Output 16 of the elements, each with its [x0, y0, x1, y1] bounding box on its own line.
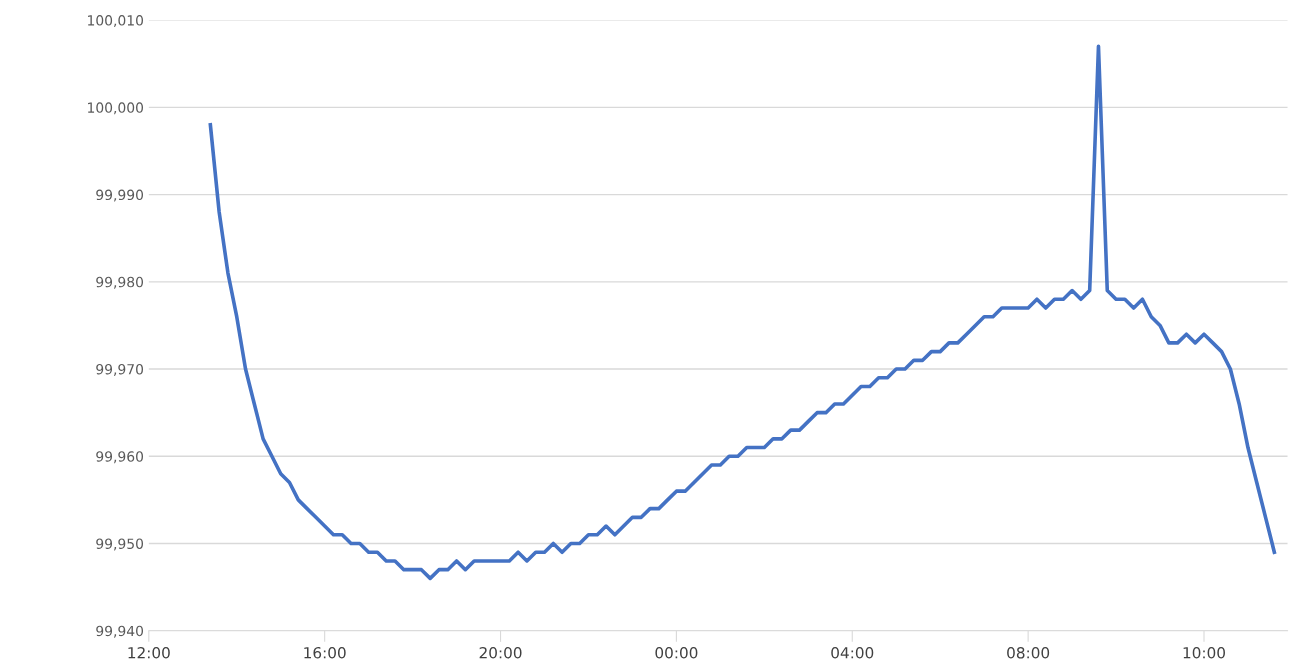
y-tick-label: 99,940 — [96, 625, 144, 638]
y-tick-label: 99,950 — [96, 538, 144, 551]
x-tick-label: 16:00 — [304, 646, 346, 659]
y-tick-label: 99,980 — [96, 276, 144, 289]
y-tick-label: 100,010 — [88, 15, 144, 28]
y-tick-label: 99,970 — [96, 364, 144, 376]
x-tick-label: 20:00 — [479, 646, 522, 659]
y-tick-label: 100,000 — [88, 102, 144, 115]
y-tick-label: 99,990 — [96, 189, 144, 202]
y-tick-label: 99,960 — [96, 451, 144, 464]
x-tick-label: 12:00 — [128, 646, 170, 659]
x-tick-label: 10:00 — [1183, 646, 1225, 659]
x-tick-label: 00:00 — [655, 646, 698, 659]
line-series — [208, 44, 1277, 581]
x-tick-label: 08:00 — [1007, 646, 1050, 659]
x-tick-label: 04:00 — [831, 646, 874, 659]
